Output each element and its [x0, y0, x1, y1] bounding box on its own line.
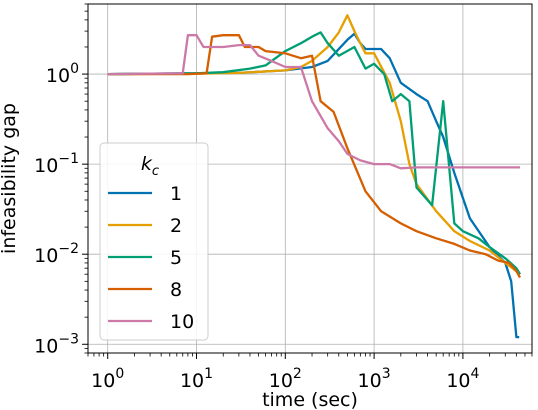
- y-tick-label: 10−3: [34, 331, 79, 357]
- series-line-10: [107, 34, 520, 170]
- axis-ticks: [82, 3, 533, 359]
- legend-label-5: 5: [170, 247, 182, 269]
- legend-items: 1 2 5 8 10: [108, 183, 194, 333]
- legend-label-10: 10: [170, 311, 194, 333]
- y-tick-label: 100: [46, 61, 79, 87]
- legend-label-2: 2: [170, 215, 182, 237]
- legend: kc 1 2 5 8 10: [99, 142, 209, 341]
- x-tick-label: 103: [358, 366, 391, 392]
- legend-label-1: 1: [170, 183, 182, 205]
- y-tick-label: 10−2: [34, 241, 79, 267]
- series-line-5: [107, 31, 521, 275]
- x-tick-label: 100: [91, 366, 124, 392]
- plot-frame: [87, 3, 533, 354]
- series-line-8: [107, 34, 522, 279]
- y-axis-label: infeasibility gap: [0, 103, 20, 254]
- x-tick-label: 104: [446, 366, 479, 392]
- x-axis-label: time (sec): [262, 389, 358, 410]
- legend-label-8: 8: [170, 279, 182, 301]
- y-tick-label: 10−1: [34, 151, 79, 177]
- series-lines: [107, 14, 522, 339]
- x-tick-label: 101: [180, 366, 213, 392]
- legend-title: kc: [141, 153, 159, 179]
- x-tick-label: 102: [269, 366, 302, 392]
